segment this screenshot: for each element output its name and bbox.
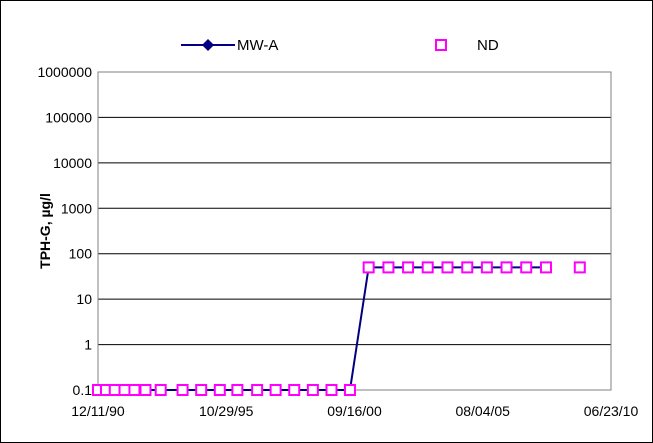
grid-layer: [98, 116, 611, 346]
y-tick-label: 10: [76, 291, 92, 307]
series-point-nd: [520, 261, 533, 274]
series-point-nd: [213, 384, 226, 396]
series-point-nd: [343, 384, 356, 396]
y-tick-label: 10000: [53, 155, 92, 171]
series-point-nd: [251, 384, 264, 396]
x-tick-label: 10/29/95: [199, 403, 254, 419]
series-point-nd: [128, 384, 141, 396]
series-point-nd: [231, 384, 244, 396]
y-tick-label: 1: [84, 337, 92, 353]
series-point-nd: [573, 261, 586, 274]
plot-area: [97, 71, 612, 391]
x-tick-label: 06/23/10: [584, 403, 639, 419]
legend-marker-mw-a: [202, 39, 214, 51]
x-tick-label: 08/04/05: [455, 403, 510, 419]
x-tick-label: 09/16/00: [327, 403, 382, 419]
series-point-nd: [441, 261, 454, 274]
legend-item-mw-a: MW-A: [181, 37, 278, 54]
series-point-nd: [500, 261, 513, 274]
x-tick-labels: 12/11/90 10/29/95 09/16/00 08/04/05 06/23/10: [71, 403, 638, 419]
y-tick-label: 0.1: [73, 382, 93, 398]
series-point-nd: [421, 261, 434, 274]
legend-marker-nd: [435, 39, 447, 51]
legend: MW-A ND: [181, 37, 499, 54]
y-axis-title: TPH-G, µg/l: [37, 193, 53, 269]
series-line-mw-a: [98, 266, 546, 391]
series-point-nd: [362, 261, 375, 274]
series-point-nd: [154, 384, 167, 396]
series-point-nd: [306, 384, 319, 396]
series-point-nd: [402, 261, 415, 274]
series-point-nd: [539, 261, 552, 274]
legend-label-nd: ND: [477, 37, 499, 54]
series-point-nd: [108, 384, 121, 396]
series-point-nd: [139, 384, 152, 396]
y-tick-label: 100: [69, 246, 93, 262]
series-point-nd: [176, 384, 189, 396]
x-tick-label: 12/11/90: [71, 403, 125, 419]
series-point-nd: [269, 384, 282, 396]
series-point-nd: [118, 384, 131, 396]
series-point-nd: [195, 384, 208, 396]
y-tick-label: 100000: [45, 109, 92, 125]
y-tick-labels: 0.1 1 10 100 1000 10000 100000 1000000: [37, 64, 92, 398]
legend-item-nd: ND: [435, 37, 499, 54]
y-tick-label: 1000000: [37, 64, 92, 80]
series-point-nd: [325, 384, 338, 396]
series-point-nd: [288, 384, 301, 396]
legend-label-mw-a: MW-A: [237, 37, 278, 54]
series-layer: [92, 261, 586, 396]
series-point-nd: [382, 261, 395, 274]
series-point-nd: [480, 261, 493, 274]
series-point-nd: [461, 261, 474, 274]
y-tick-label: 1000: [61, 200, 92, 216]
